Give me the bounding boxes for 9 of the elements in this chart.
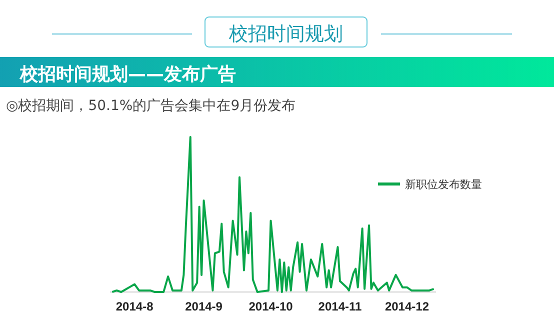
x-tick-label: 2014-8 <box>116 300 154 314</box>
x-tick-label: 2014-12 <box>384 300 430 314</box>
x-tick-label: 2014-11 <box>318 300 362 314</box>
x-tick-label: 2014-10 <box>248 300 294 314</box>
legend-label: 新职位发布数量 <box>405 178 482 191</box>
text: ◎校招期间，50.1%的广告会集中在9月份发布 <box>6 98 296 114</box>
chart-subtitle: 校招时间规划——发布广告 <box>19 64 236 85</box>
x-tick-label: 2014-9 <box>185 300 223 314</box>
chart-title: 校招时间规划 <box>228 23 343 45</box>
